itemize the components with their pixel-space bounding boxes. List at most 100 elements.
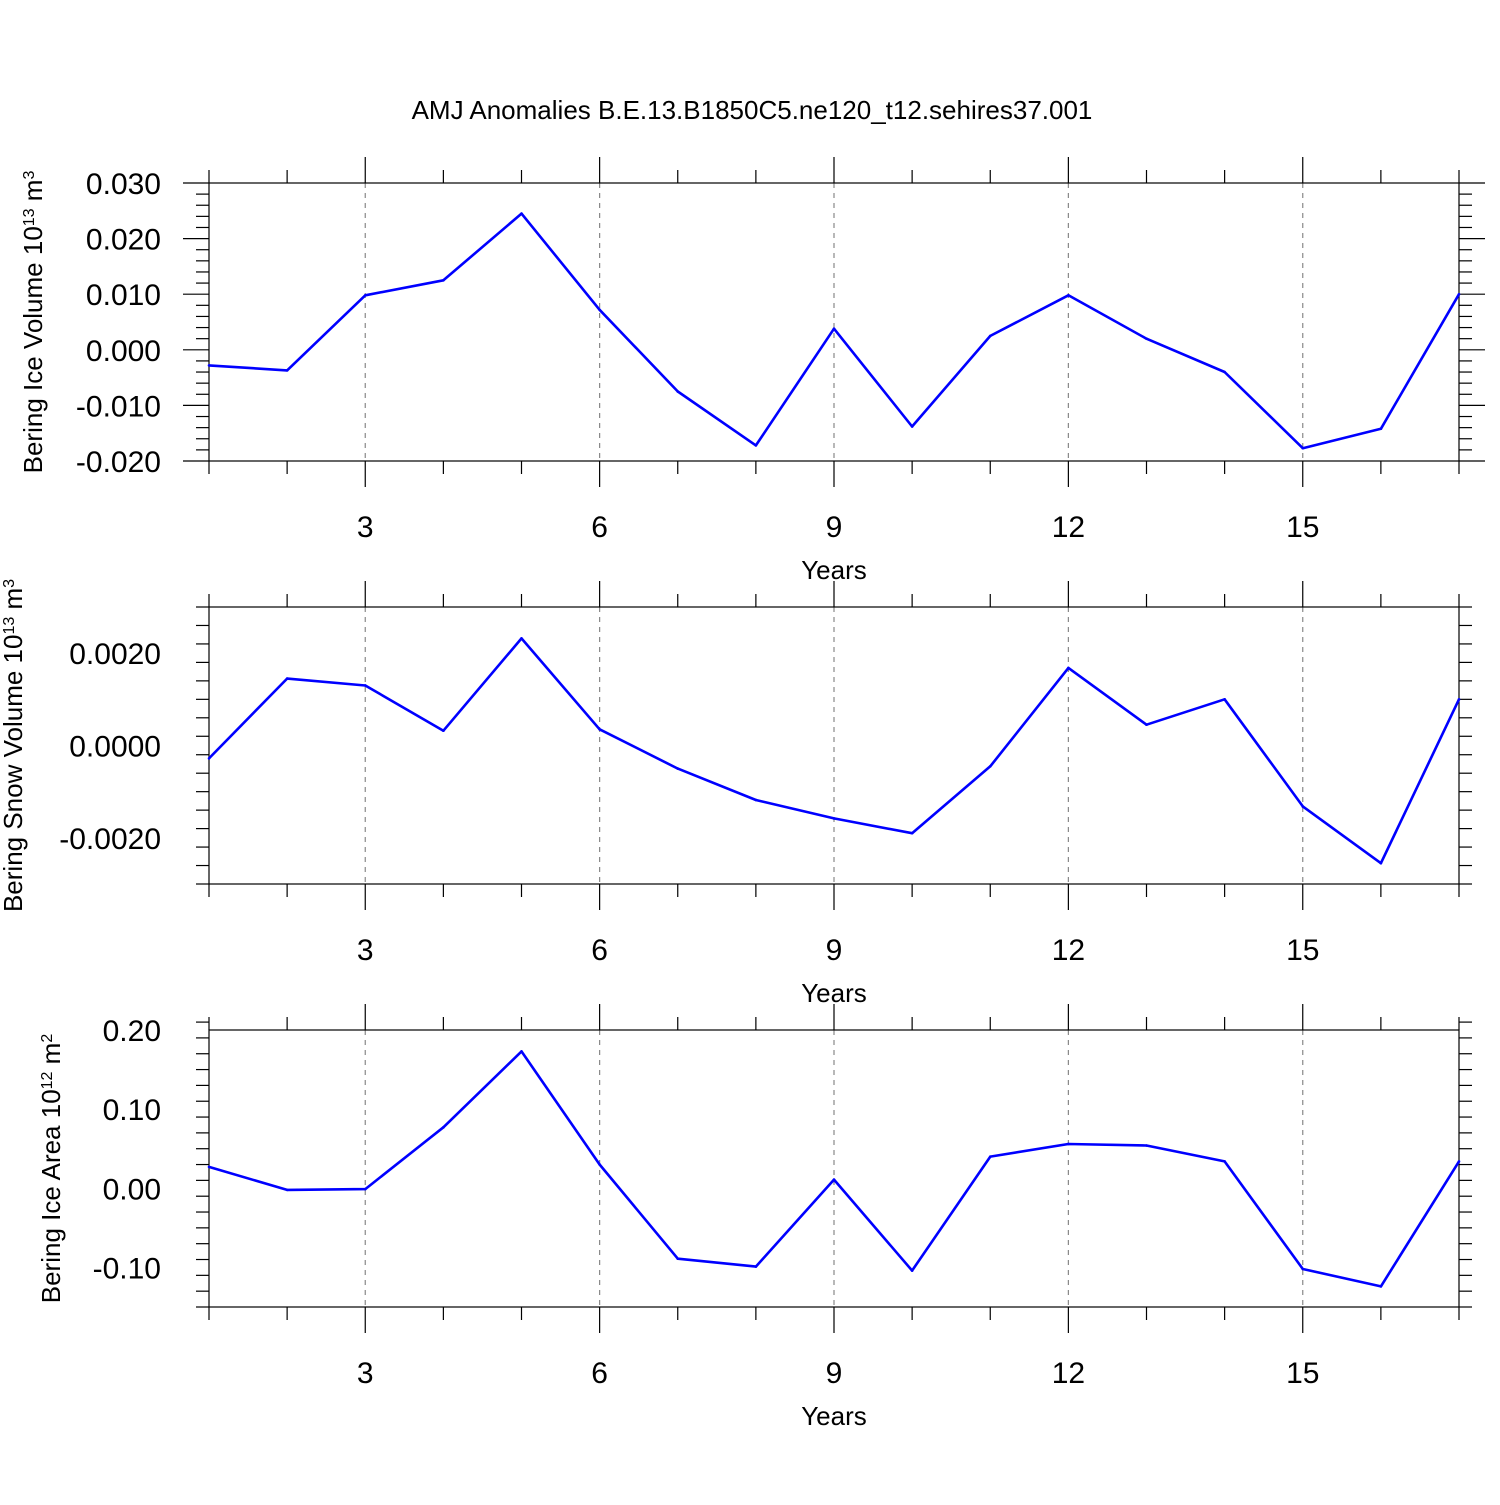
data-point: [676, 390, 680, 393]
data-point: [285, 677, 289, 680]
data-point: [363, 684, 367, 687]
y-axis-label-text: m: [18, 180, 48, 209]
y-tick-label: 0.0020: [69, 638, 161, 671]
data-point: [1145, 337, 1148, 340]
data-point: [1457, 698, 1461, 701]
data-point: [1067, 666, 1070, 670]
x-tick-label: 12: [1052, 511, 1085, 544]
data-point: [910, 1269, 914, 1272]
y-tick-label: -0.10: [93, 1252, 161, 1285]
x-tick-label: 15: [1286, 1357, 1319, 1390]
x-tick-label: 15: [1286, 934, 1319, 967]
data-point: [442, 279, 445, 282]
y-axis-label-text: m: [0, 588, 28, 617]
data-point: [1067, 1142, 1070, 1146]
data-point: [676, 1257, 680, 1261]
data-point: [207, 1165, 211, 1169]
data-point: [832, 1178, 836, 1181]
data-point: [1223, 370, 1226, 374]
x-tick-label: 6: [591, 934, 608, 967]
data-point: [676, 767, 680, 770]
data-point: [832, 327, 836, 330]
x-tick-label: 6: [591, 1357, 608, 1390]
y-tick-label: -0.020: [76, 446, 161, 479]
y-axis-label-superscript: 13: [21, 208, 38, 226]
data-point: [1379, 427, 1383, 431]
data-point: [754, 1265, 758, 1268]
panel-1: -0.020 -0.010 0.000 0.010 0.020 0.030 3 6 9 12 15 Y…: [18, 157, 1485, 585]
y-axis-label-superscript: 3: [1, 579, 18, 588]
panel-2: -0.0020 0.0000 0.0020 3 6 9 12 15 Years Bering Sn…: [0, 579, 1472, 1008]
data-point: [1379, 861, 1383, 865]
data-point: [520, 1050, 523, 1053]
x-tick-label: 3: [357, 1357, 374, 1390]
y-axis-label: Bering Ice Area 1012 m2: [36, 1034, 66, 1304]
y-axis-label-text: Bering Ice Area 10: [36, 1089, 66, 1303]
data-point: [285, 1188, 289, 1192]
figure-title: AMJ Anomalies B.E.13.B1850C5.ne120_t12.s…: [412, 95, 1093, 125]
y-tick-label: 0.10: [103, 1094, 161, 1127]
panel-3: -0.10 0.00 0.10 0.20 3 6 9 12 15 Years Bering Ice …: [36, 1004, 1472, 1431]
data-point: [1145, 1144, 1148, 1147]
y-axis-label-text: Bering Ice Volume 10: [18, 226, 48, 473]
y-axis-label-superscript: 12: [39, 1071, 56, 1089]
x-tick-label: 9: [826, 1357, 843, 1390]
y-axis-label-text: m: [36, 1043, 66, 1072]
data-point: [1223, 1160, 1226, 1163]
y-tick-label: 0.0000: [69, 731, 161, 764]
data-point: [598, 728, 601, 731]
data-point: [1145, 723, 1148, 727]
y-axis-label: Bering Snow Volume 1013 m3: [0, 579, 28, 912]
data-point: [207, 364, 211, 367]
y-tick-label: 0.030: [86, 168, 161, 201]
data-point: [520, 212, 523, 215]
data-point: [1301, 1267, 1305, 1271]
data-point: [1457, 1160, 1461, 1163]
data-point: [207, 757, 211, 760]
data-point: [363, 1187, 367, 1191]
y-tick-label: 0.000: [86, 335, 161, 368]
y-tick-label: 0.010: [86, 279, 161, 312]
data-point: [910, 831, 914, 835]
data-point: [1301, 805, 1305, 808]
x-axis-label: Years: [801, 555, 867, 585]
data-point: [285, 369, 289, 372]
y-axis-label-superscript: 3: [21, 171, 38, 180]
data-point: [832, 817, 836, 820]
y-tick-label: -0.010: [76, 390, 161, 423]
x-tick-label: 3: [357, 934, 374, 967]
data-point: [988, 334, 992, 338]
x-tick-label: 12: [1052, 1357, 1085, 1390]
data-point: [1067, 294, 1070, 297]
x-tick-label: 9: [826, 934, 843, 967]
x-axis-label: Years: [801, 978, 867, 1008]
y-tick-label: 0.00: [103, 1173, 161, 1206]
data-point: [988, 764, 992, 768]
data-point: [1223, 698, 1226, 701]
y-tick-label: 0.20: [103, 1015, 161, 1048]
data-point: [1301, 446, 1305, 450]
x-tick-label: 15: [1286, 511, 1319, 544]
x-tick-label: 12: [1052, 934, 1085, 967]
data-point: [910, 425, 914, 428]
data-point: [442, 729, 445, 733]
x-tick-label: 6: [591, 511, 608, 544]
data-point: [754, 444, 758, 447]
data-point: [754, 798, 758, 802]
data-point: [598, 308, 601, 312]
data-point: [442, 1126, 445, 1129]
data-point: [520, 637, 523, 640]
y-axis-label: Bering Ice Volume 1013 m3: [18, 171, 48, 474]
x-tick-label: 3: [357, 511, 374, 544]
x-axis-label: Years: [801, 1401, 867, 1431]
y-tick-label: 0.020: [86, 224, 161, 257]
data-point: [363, 294, 367, 297]
data-point: [1379, 1285, 1383, 1288]
y-axis-label-superscript: 13: [1, 617, 18, 635]
data-point: [1457, 292, 1461, 296]
data-point: [988, 1155, 992, 1158]
data-point: [598, 1163, 601, 1166]
x-tick-label: 9: [826, 511, 843, 544]
